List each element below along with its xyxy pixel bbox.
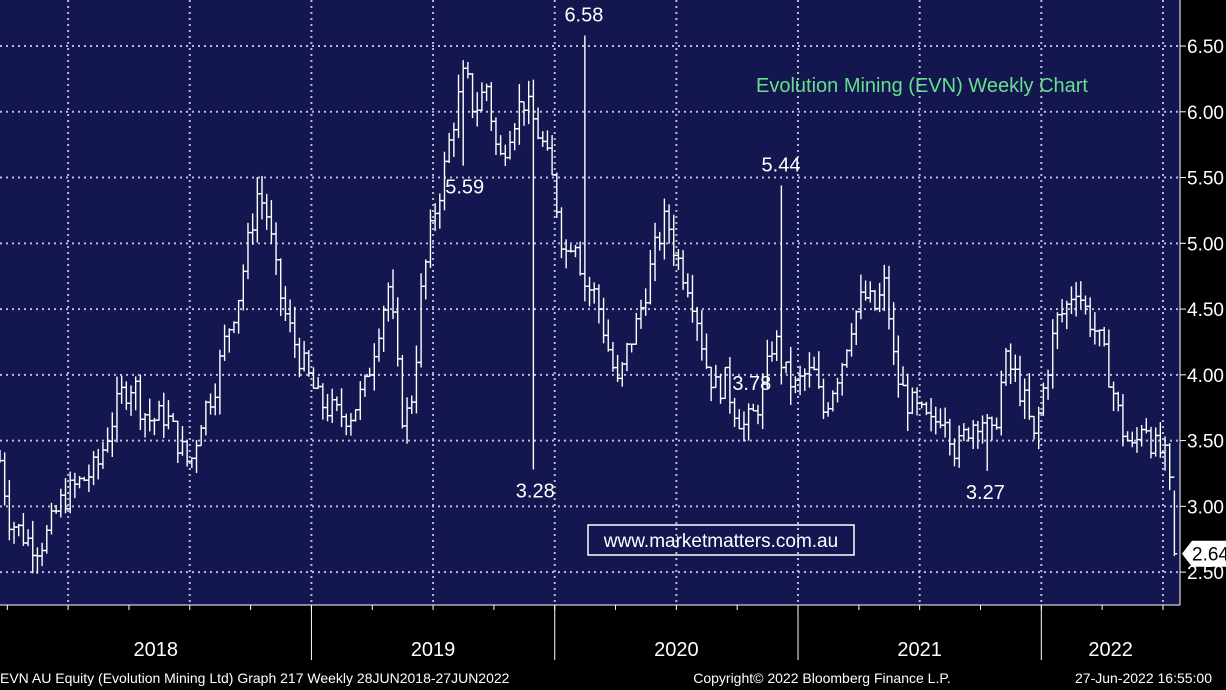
y-tick-label: 3.50 (1187, 432, 1224, 453)
y-tick-label: 5.50 (1187, 169, 1224, 190)
footer-security-info: EVN AU Equity (Evolution Mining Ltd) Gra… (0, 670, 510, 686)
annotation-label: 3.27 (966, 482, 1005, 504)
watermark-box (587, 524, 855, 556)
chart-title: Evolution Mining (EVN) Weekly Chart (756, 75, 1088, 97)
year-label: 2019 (411, 639, 456, 661)
annotation-label: 3.28 (516, 481, 555, 503)
axes (0, 0, 1181, 660)
price-bars (0, 35, 1178, 574)
ohlc-bar (1171, 476, 1178, 557)
annotations: 6.58 5.59 5.44 3.78 3.28 3.27 (445, 5, 1005, 504)
footer-copyright: Copyright© 2022 Bloomberg Finance L.P. (693, 670, 951, 686)
y-tick-label: 4.50 (1187, 300, 1224, 321)
annotation-label: 5.59 (445, 177, 484, 199)
last-price-label: 2.64 (1192, 545, 1226, 566)
y-axis-ticks: 6.50 6.00 5.50 5.00 4.50 4.00 3.50 3.00 2.50 (1180, 37, 1224, 584)
watermark-text: www.marketmatters.com.au (603, 531, 838, 552)
year-label: 2021 (897, 639, 942, 661)
last-price-marker: 2.64 (1182, 540, 1226, 567)
y-tick-label: 4.00 (1187, 366, 1224, 387)
annotation-label: 6.58 (564, 5, 603, 27)
y-tick-label: 6.00 (1187, 103, 1224, 124)
annotation-label: 3.78 (732, 373, 771, 395)
last-price-box (1182, 540, 1226, 567)
y-tick-label: 5.00 (1187, 234, 1224, 255)
annotation-label: 5.44 (762, 154, 801, 176)
year-label: 2018 (133, 639, 178, 661)
y-tick-label: 6.50 (1187, 37, 1224, 58)
watermark: www.marketmatters.com.au (587, 524, 855, 556)
footer-timestamp: 27-Jun-2022 16:55:00 (1075, 670, 1212, 686)
x-axis-years: 2018 2019 2020 2021 2022 (133, 639, 1132, 661)
y-tick-label: 3.00 (1187, 497, 1224, 518)
year-label: 2022 (1088, 639, 1133, 661)
year-label: 2020 (654, 639, 699, 661)
y-tick-label: 2.50 (1187, 563, 1224, 584)
grid-lines (0, 0, 1180, 605)
